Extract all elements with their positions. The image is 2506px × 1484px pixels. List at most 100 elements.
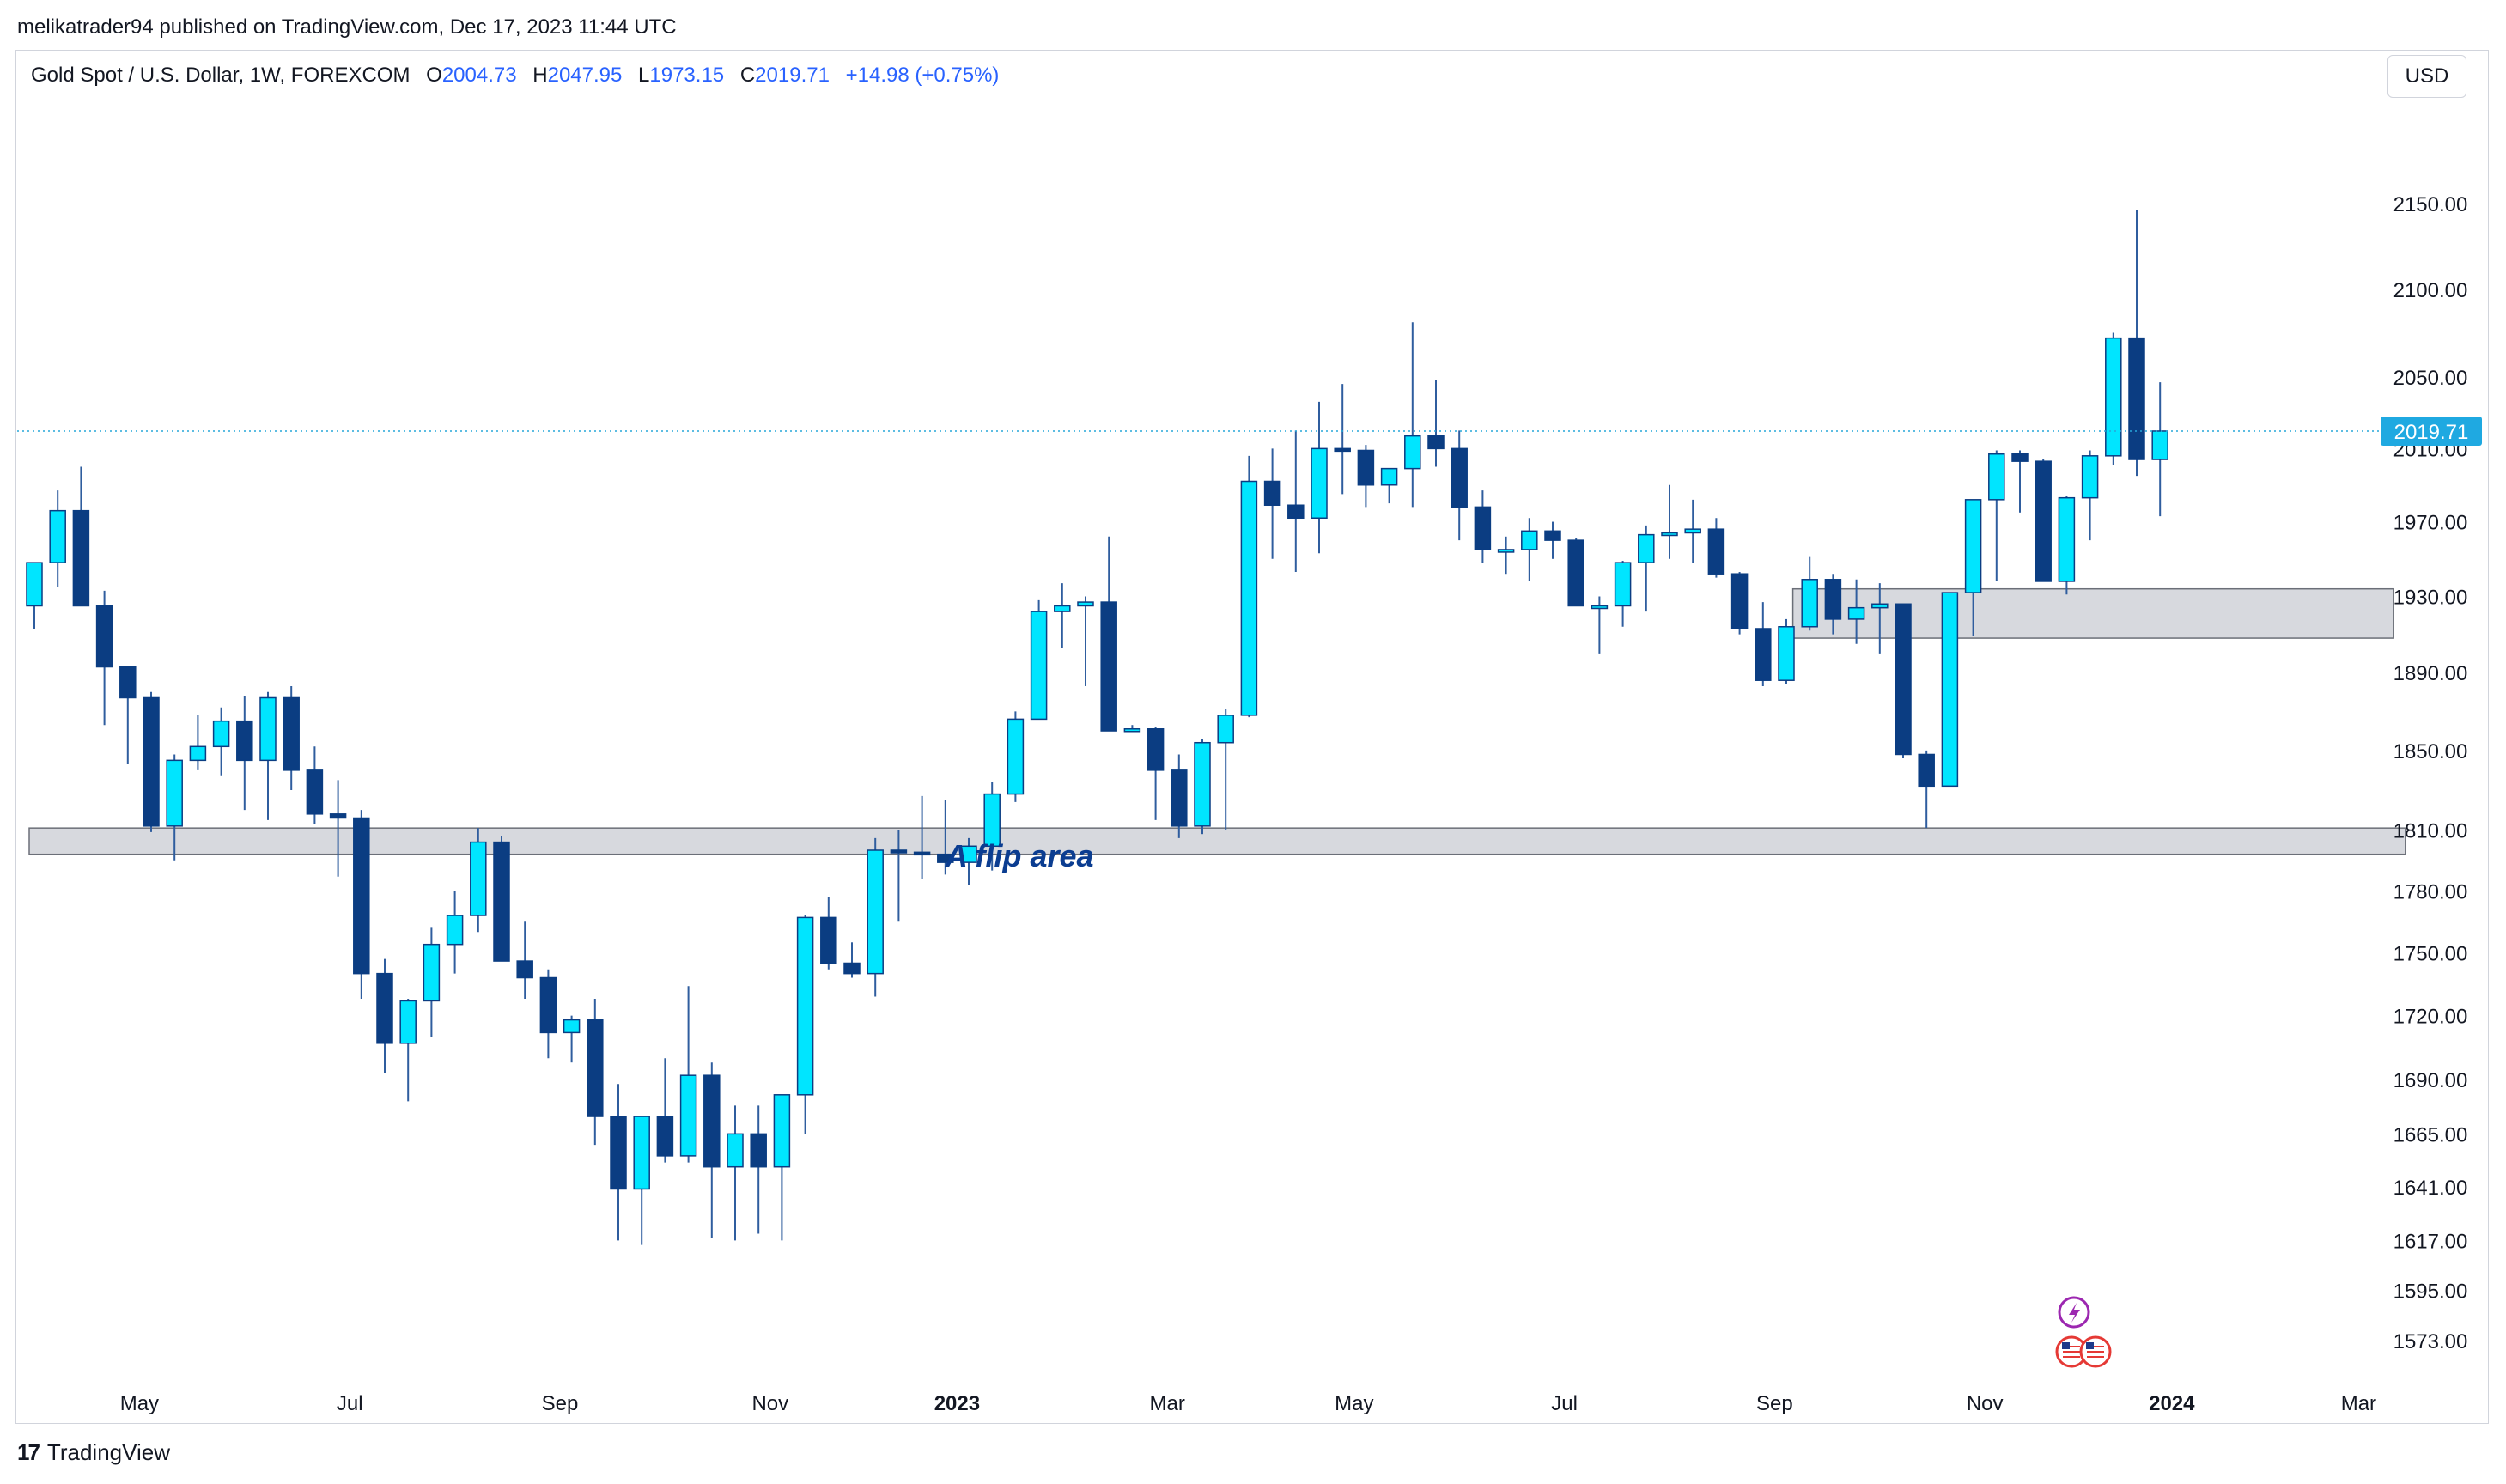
candle-down[interactable] (890, 849, 908, 854)
candle-up[interactable] (1497, 549, 1515, 553)
candle-up[interactable] (1988, 453, 2005, 501)
candle-down[interactable] (539, 976, 557, 1034)
candle-up[interactable] (470, 841, 487, 916)
candle-down[interactable] (236, 720, 253, 762)
candle-up[interactable] (983, 793, 1001, 848)
candle-down[interactable] (493, 841, 510, 962)
candle-up[interactable] (960, 845, 977, 863)
candle-down[interactable] (1171, 769, 1188, 827)
candle-down[interactable] (820, 916, 837, 964)
candle-up[interactable] (1661, 532, 1678, 537)
candle-down[interactable] (703, 1074, 721, 1168)
candle-up[interactable] (633, 1116, 650, 1190)
candle-up[interactable] (166, 759, 183, 827)
zone-rect-2[interactable] (1791, 587, 2394, 639)
candle-up[interactable] (423, 943, 441, 1002)
candle-up[interactable] (26, 562, 43, 607)
x-axis-label: 2023 (934, 1392, 980, 1415)
candle-up[interactable] (1941, 592, 1959, 788)
candle-down[interactable] (937, 853, 954, 863)
candle-down[interactable] (1100, 601, 1117, 732)
candle-up[interactable] (1638, 533, 1655, 563)
candle-up[interactable] (1591, 605, 1609, 610)
candle-down[interactable] (1357, 449, 1375, 486)
tradingview-logo[interactable]: 17 TradingView (17, 1439, 170, 1466)
candle-up[interactable] (867, 849, 884, 975)
candle-up[interactable] (1871, 603, 1889, 609)
candle-up[interactable] (563, 1019, 581, 1034)
candle-down[interactable] (1918, 753, 1935, 788)
candle-up[interactable] (796, 916, 814, 1096)
candle-up[interactable] (2081, 455, 2099, 499)
candle-down[interactable] (283, 696, 300, 771)
candle-down[interactable] (119, 666, 137, 699)
candle-up[interactable] (1194, 741, 1211, 827)
candle-down[interactable] (2011, 453, 2029, 462)
candle-up[interactable] (1077, 601, 1094, 607)
candle-down[interactable] (1895, 603, 1912, 756)
candle-down[interactable] (1707, 528, 1725, 575)
candle-up[interactable] (1847, 606, 1865, 620)
candle-up[interactable] (49, 509, 66, 563)
candle-down[interactable] (1544, 530, 1561, 541)
candle-up[interactable] (727, 1133, 744, 1168)
candle-down[interactable] (2128, 337, 2145, 460)
candle-up[interactable] (1240, 480, 1258, 716)
candle-up[interactable] (1380, 467, 1398, 486)
candle-down[interactable] (1474, 506, 1492, 550)
candle-up[interactable] (2105, 337, 2122, 457)
symbol-title[interactable]: Gold Spot / U.S. Dollar, 1W, FOREXCOM (31, 64, 411, 87)
candle-up[interactable] (1007, 718, 1025, 795)
candle-down[interactable] (1427, 435, 1445, 450)
candle-up[interactable] (259, 696, 277, 762)
candle-down[interactable] (516, 960, 533, 979)
candle-up[interactable] (2151, 430, 2168, 460)
candle-down[interactable] (143, 696, 160, 827)
candle-down[interactable] (1824, 579, 1842, 620)
candle-down[interactable] (1451, 447, 1468, 508)
candle-down[interactable] (1334, 447, 1351, 453)
candle-up[interactable] (1801, 579, 1818, 628)
candle-up[interactable] (446, 915, 464, 946)
candle-up[interactable] (1964, 499, 1982, 593)
candle-down[interactable] (843, 962, 861, 975)
candle-up[interactable] (1404, 435, 1421, 470)
candle-up[interactable] (773, 1094, 791, 1168)
candle-down[interactable] (1755, 628, 1772, 681)
candle-down[interactable] (353, 817, 370, 975)
candle-up[interactable] (2058, 496, 2076, 582)
candle-up[interactable] (189, 745, 207, 762)
y-tick-label: 1573.00 (2393, 1330, 2468, 1353)
candle-down[interactable] (587, 1019, 604, 1117)
candle-up[interactable] (1123, 728, 1141, 733)
candle-down[interactable] (913, 851, 931, 856)
candle-down[interactable] (329, 813, 347, 819)
candle-down[interactable] (72, 509, 90, 607)
candle-down[interactable] (306, 769, 324, 815)
candle-up[interactable] (1684, 528, 1701, 534)
candle-down[interactable] (376, 972, 393, 1044)
candle-down[interactable] (1147, 728, 1165, 771)
candle-down[interactable] (2035, 460, 2052, 582)
candle-up[interactable] (1217, 715, 1234, 744)
candle-down[interactable] (656, 1116, 674, 1157)
candle-up[interactable] (1030, 611, 1048, 721)
candle-up[interactable] (1054, 605, 1071, 612)
candle-up[interactable] (1614, 562, 1632, 607)
candle-down[interactable] (1730, 573, 1749, 629)
candle-down[interactable] (1567, 539, 1584, 607)
currency-button[interactable]: USD (2387, 55, 2466, 98)
candle-down[interactable] (1263, 480, 1281, 506)
candle-up[interactable] (679, 1074, 697, 1157)
candle-down[interactable] (750, 1133, 767, 1168)
candle-up[interactable] (399, 1000, 417, 1044)
candle-up[interactable] (1521, 530, 1538, 550)
candle-down[interactable] (95, 605, 113, 668)
candle-up[interactable] (1778, 626, 1795, 681)
zone-rect-1[interactable] (28, 827, 2406, 855)
candle-up[interactable] (1311, 447, 1328, 520)
candle-down[interactable] (610, 1116, 627, 1190)
candle-down[interactable] (1287, 504, 1305, 520)
candle-up[interactable] (212, 720, 230, 748)
